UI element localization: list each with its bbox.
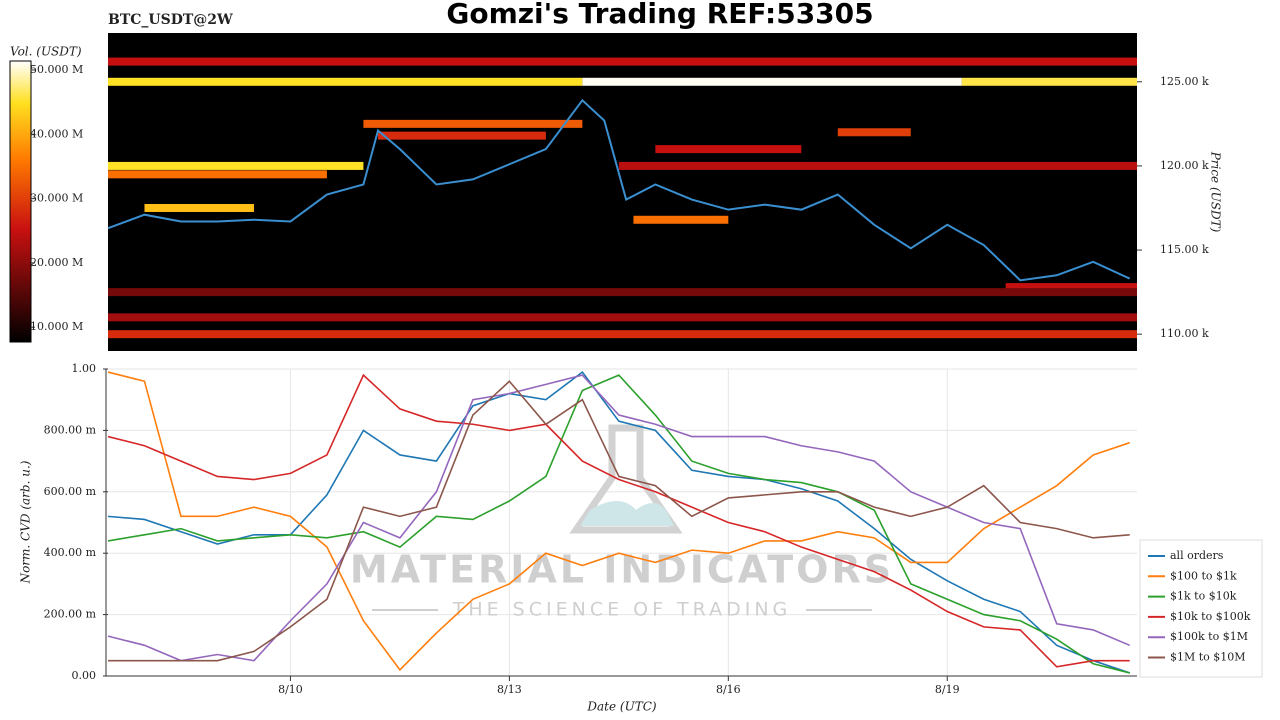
series-line	[107, 371, 1130, 672]
liquidity-level	[961, 77, 1137, 86]
y-tick-label: 120.00 k	[1160, 159, 1209, 172]
colorbar-tick-label: 30.000 M	[30, 192, 83, 205]
colorbar-tick-label: 50.000 M	[30, 63, 83, 76]
series-line	[107, 374, 1131, 662]
y-tick-label: 110.00 k	[1160, 327, 1209, 340]
legend-label: all orders	[1170, 549, 1224, 562]
heatmap-background	[108, 33, 1137, 351]
liquidity-level	[633, 215, 729, 224]
y-tick-label: 0.00	[72, 669, 97, 682]
legend-label: $1k to $10k	[1170, 590, 1237, 603]
liquidity-level	[108, 288, 1137, 297]
y-tick-label: 800.00 m	[44, 423, 97, 436]
x-tick-label: 8/19	[935, 683, 960, 696]
series-line	[107, 373, 1130, 668]
legend-label: $100 to $1k	[1170, 569, 1237, 582]
series-line	[107, 370, 1130, 674]
legend-label: $1M to $10M	[1170, 651, 1246, 664]
cvd-plot: 0.00 200.00 m 400.00 m 600.00 m 800.00 m 1.00…	[44, 362, 1263, 696]
legend-box	[1139, 539, 1263, 678]
liquidity-level	[108, 57, 1137, 66]
liquidity-level	[108, 161, 364, 170]
series-line	[107, 374, 1130, 674]
liquidity-level	[363, 119, 583, 128]
y-axis-label: Norm. CVD (arb. u.)	[19, 460, 33, 584]
watermark-icon	[580, 501, 674, 526]
liquidity-level	[582, 77, 962, 86]
x-tick-label: 8/13	[497, 683, 522, 696]
y-tick-label: 115.00 k	[1160, 243, 1209, 256]
y-tick-label: 125.00 k	[1160, 75, 1209, 88]
watermark-text: THE SCIENCE OF TRADING	[452, 599, 792, 621]
watermark-text: MATERIAL INDICATORS	[350, 548, 894, 592]
liquidity-level	[108, 170, 327, 179]
x-axis-label: Date (UTC)	[586, 700, 656, 714]
watermark-icon	[569, 424, 683, 534]
liquidity-level	[655, 145, 802, 154]
liquidity-level	[837, 128, 911, 137]
y-tick-label: 200.00 m	[44, 608, 97, 621]
y-axis-label: Price (USDT)	[1209, 151, 1223, 233]
y-tick-label: 400.00 m	[44, 546, 97, 559]
y-tick-label: 600.00 m	[44, 485, 97, 498]
x-tick-label: 8/16	[716, 683, 741, 696]
x-tick-label: 8/10	[278, 683, 303, 696]
colorbar-tick-label: 10.000 M	[30, 320, 83, 333]
liquidity-level	[144, 203, 254, 212]
liquidity-level	[378, 131, 546, 140]
liquidity-level	[108, 330, 1137, 339]
liquidity-level	[618, 161, 1137, 170]
colorbar-tick-label: 40.000 M	[30, 127, 83, 140]
series-line	[108, 380, 1130, 662]
colorbar-tick-label: 20.000 M	[30, 256, 83, 269]
price-line	[107, 98, 1131, 282]
liquidity-level	[108, 313, 1137, 322]
liquidity-level	[108, 77, 583, 86]
liquidity-level	[1005, 283, 1137, 292]
chart-subtitle: BTC_USDT@2W	[108, 12, 233, 28]
y-tick-label: 1.00	[72, 362, 97, 375]
legend-label: $100k to $1M	[1170, 630, 1248, 643]
legend-label: $10k to $100k	[1170, 610, 1251, 623]
colorbar-label: Vol. (USDT)	[10, 45, 82, 59]
chart-title: Gomzi's Trading REF:53305	[446, 0, 873, 30]
colorbar	[9, 60, 32, 343]
